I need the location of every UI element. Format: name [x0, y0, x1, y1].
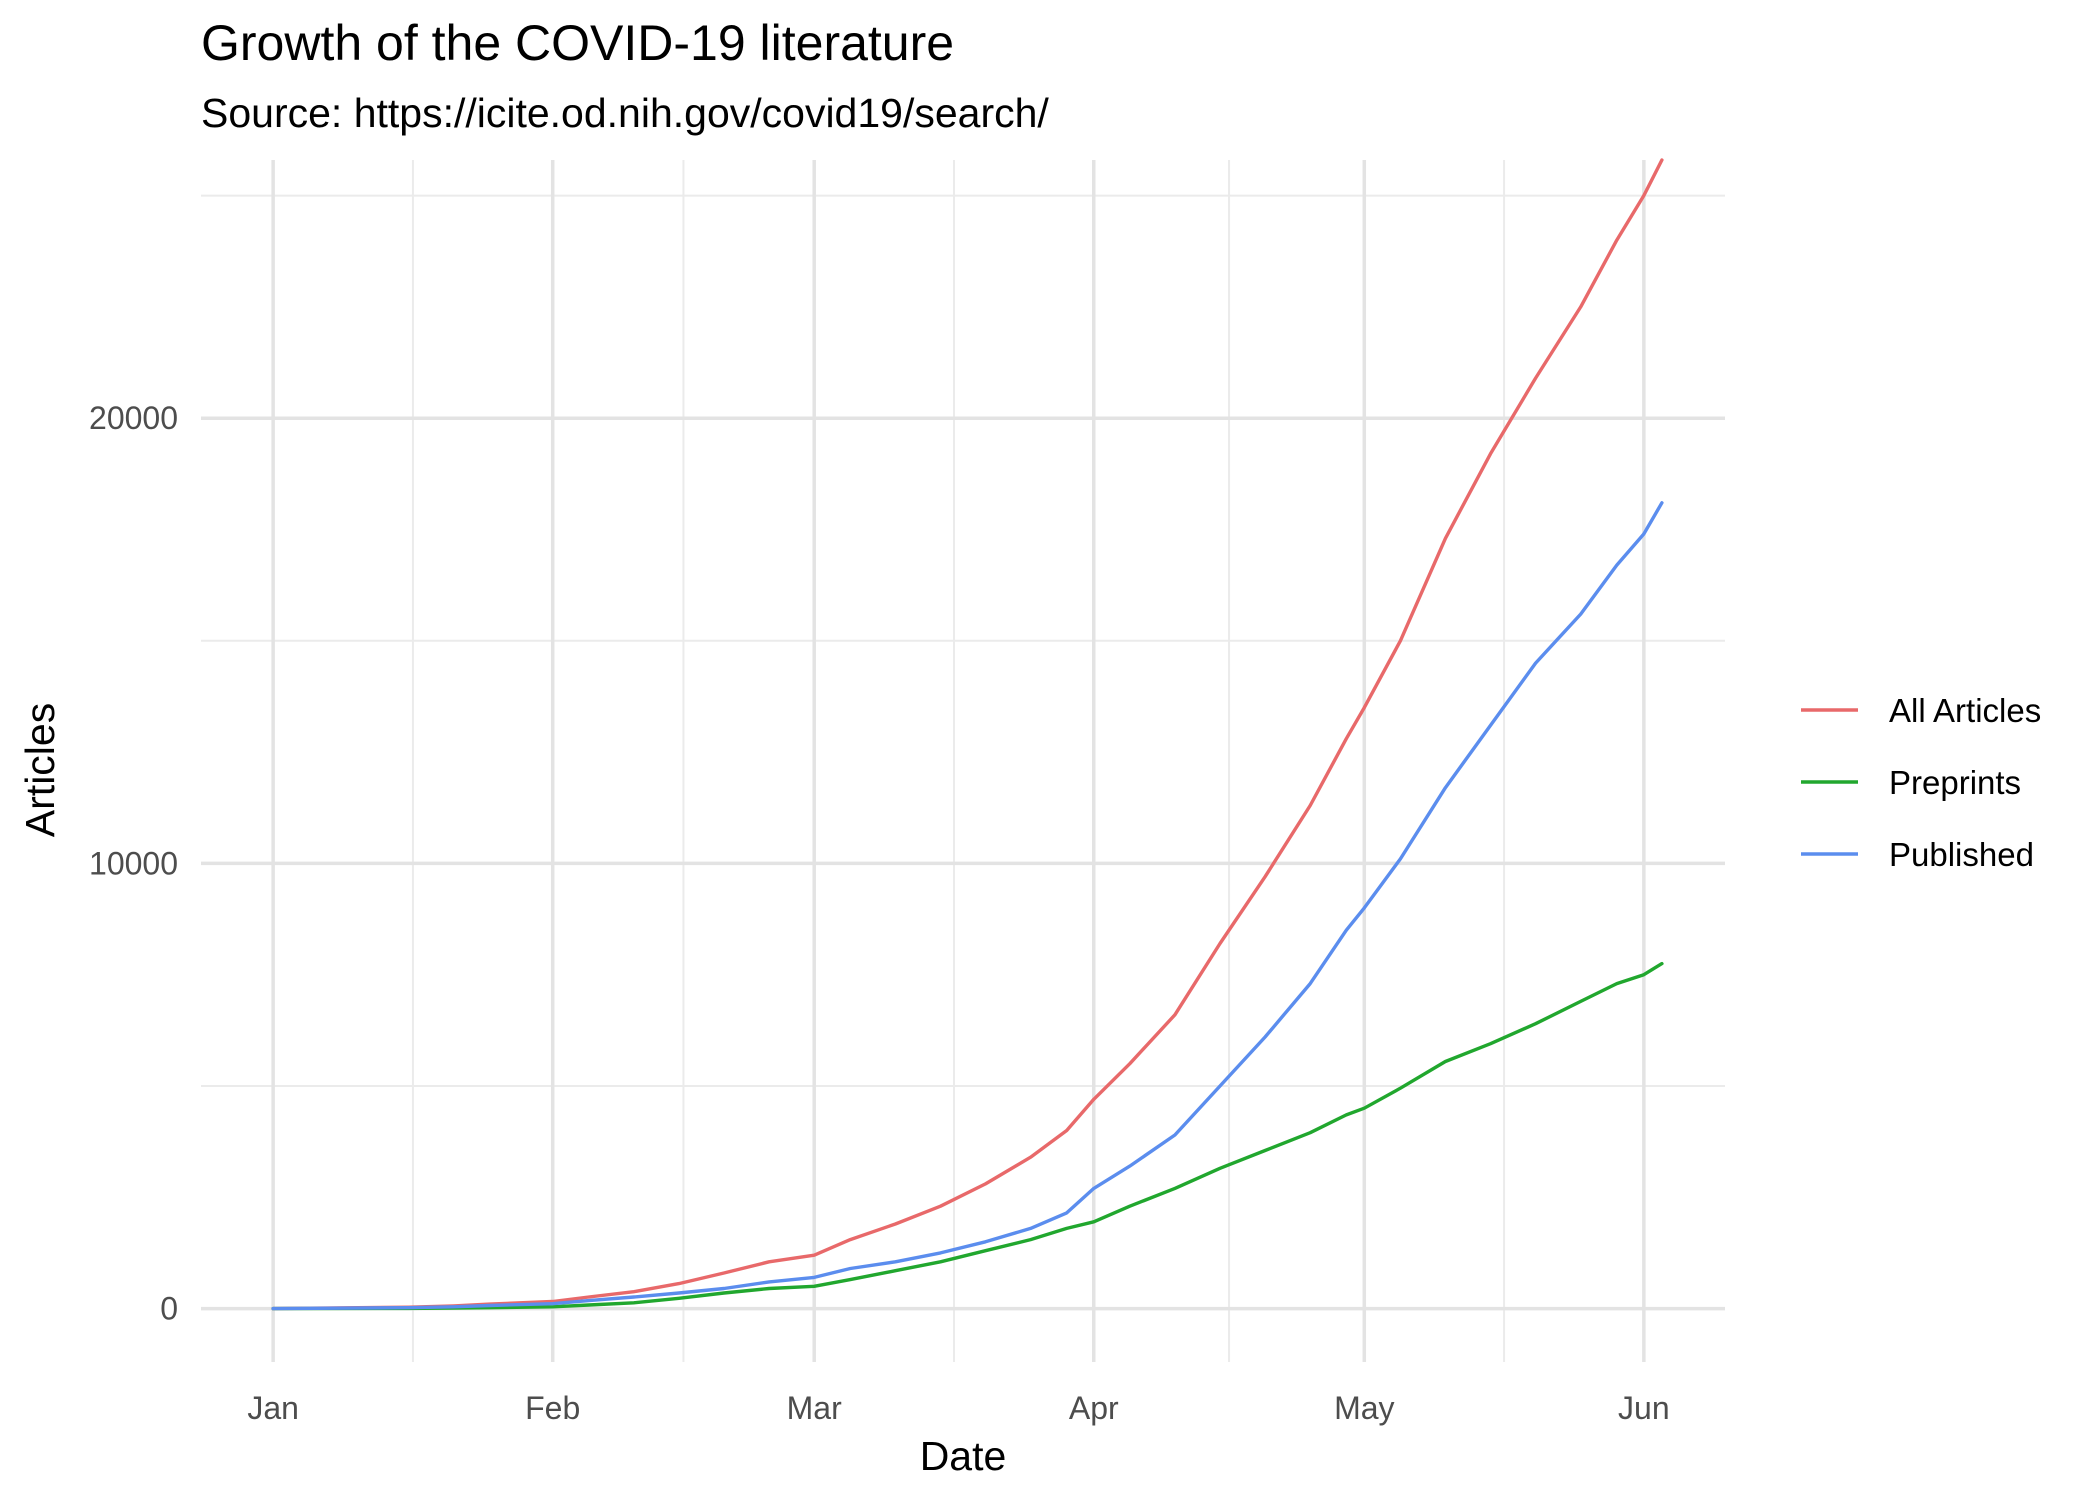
legend: All Articles Preprints Published [1801, 692, 2041, 873]
y-axis-title: Articles [17, 703, 63, 837]
x-tick-label: Apr [1069, 1390, 1119, 1426]
legend-label: Preprints [1889, 764, 2021, 801]
x-tick-label: Feb [525, 1390, 580, 1426]
y-tick-labels: 0 10000 20000 [89, 400, 178, 1326]
x-tick-labels: Jan Feb Mar Apr May Jun [247, 1390, 1669, 1426]
series-line-all-articles [271, 158, 1664, 1311]
chart-title: Growth of the COVID-19 literature [201, 15, 954, 71]
series-line-preprints [271, 961, 1664, 1311]
legend-label: Published [1889, 836, 2034, 873]
x-tick-label: Jan [247, 1390, 299, 1426]
x-tick-label: Mar [787, 1390, 842, 1426]
series-line-published [271, 501, 1664, 1311]
x-tick-label: Jun [1618, 1390, 1670, 1426]
legend-item-published: Published [1801, 836, 2034, 873]
y-tick-label: 10000 [89, 845, 178, 881]
legend-label: All Articles [1889, 692, 2041, 729]
x-axis-title: Date [920, 1433, 1007, 1479]
y-tick-label: 20000 [89, 400, 178, 436]
chart-subtitle: Source: https://icite.od.nih.gov/covid19… [201, 90, 1049, 136]
legend-item-preprints: Preprints [1801, 764, 2021, 801]
x-tick-label: May [1334, 1390, 1394, 1426]
legend-item-all-articles: All Articles [1801, 692, 2041, 729]
chart-header: Growth of the COVID-19 literature Source… [201, 15, 1049, 136]
grid-lines [201, 160, 1725, 1362]
y-tick-label: 0 [160, 1291, 178, 1327]
series-lines [271, 158, 1664, 1311]
